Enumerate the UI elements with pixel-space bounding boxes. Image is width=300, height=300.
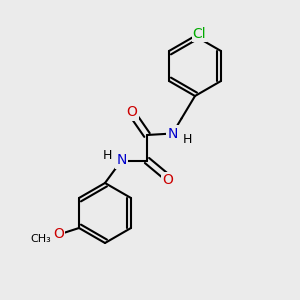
Text: H: H (102, 148, 112, 162)
Text: O: O (53, 227, 64, 241)
Text: N: N (116, 154, 127, 167)
Text: O: O (163, 173, 173, 187)
Text: O: O (127, 106, 137, 119)
Text: Cl: Cl (193, 27, 206, 40)
Text: CH₃: CH₃ (30, 233, 51, 244)
Text: H: H (183, 133, 192, 146)
Text: N: N (167, 127, 178, 140)
